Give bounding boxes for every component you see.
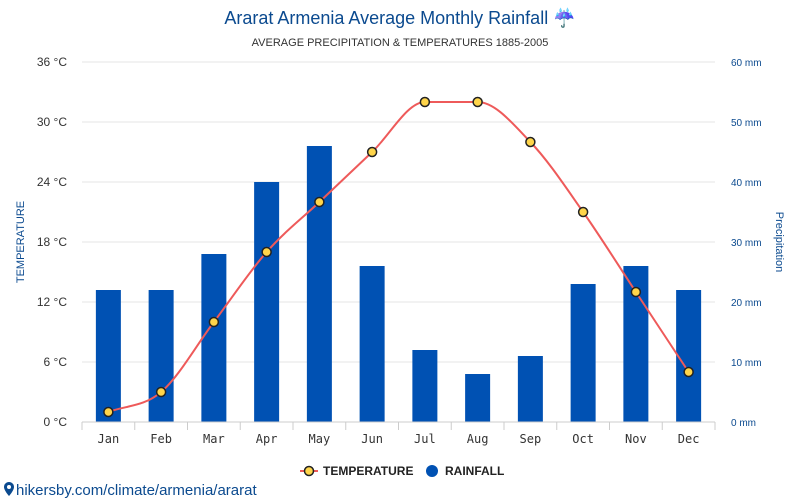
rainfall-bar — [359, 266, 385, 422]
source-link[interactable]: hikersby.com/climate/armenia/ararat — [4, 482, 257, 499]
temperature-point — [366, 146, 378, 158]
x-tick-label: Oct — [572, 432, 594, 446]
temperature-point — [261, 246, 272, 258]
chart-title: Ararat Armenia Average Monthly Rainfall … — [224, 7, 575, 28]
left-tick-label: 6 °C — [44, 355, 68, 369]
right-tick-label: 40 mm — [731, 178, 762, 189]
right-axis-ticks: 0 mm 10 mm 20 mm 30 mm 40 mm 50 mm 60 mm — [731, 58, 762, 429]
grid-lines — [82, 61, 715, 423]
rainfall-bar — [95, 290, 121, 422]
rainfall-bar — [201, 254, 227, 422]
x-tick-label: Mar — [203, 432, 225, 446]
x-tick-label: Jun — [361, 432, 383, 446]
legend-marker-temperature — [303, 465, 315, 477]
legend-label-rainfall: RAINFALL — [445, 464, 504, 478]
x-tick-label: Nov — [625, 432, 647, 446]
rainfall-bar — [676, 290, 702, 422]
temperature-point — [208, 316, 220, 328]
legend: TEMPERATURE RAINFALL — [300, 464, 504, 478]
temperature-point — [577, 206, 589, 218]
rainfall-bar — [148, 290, 174, 422]
umbrella-rain-icon: ☔ — [553, 7, 575, 28]
chart-title-text: Ararat Armenia Average Monthly Rainfall — [224, 8, 548, 28]
temperature-point — [419, 96, 431, 108]
legend-item-temperature[interactable]: TEMPERATURE — [300, 464, 413, 478]
x-tick-label: Sep — [520, 432, 542, 446]
right-axis-title: Precipitation — [773, 212, 785, 273]
temperature-point — [630, 286, 642, 298]
temperature-point — [314, 196, 325, 208]
temperature-line — [108, 101, 690, 413]
rainfall-bar — [412, 350, 438, 422]
right-tick-label: 10 mm — [731, 358, 762, 369]
left-tick-label: 12 °C — [37, 295, 67, 309]
temperature-point — [683, 366, 694, 378]
x-tick-label: Dec — [678, 432, 700, 446]
rainfall-bar — [517, 356, 543, 422]
chart-subtitle: AVERAGE PRECIPITATION & TEMPERATURES 188… — [252, 37, 549, 49]
temperature-point — [525, 136, 536, 148]
temperature-point — [472, 96, 483, 108]
rainfall-bar — [306, 146, 332, 422]
legend-marker-rainfall — [426, 465, 438, 477]
right-tick-label: 0 mm — [731, 418, 756, 429]
legend-label-temperature: TEMPERATURE — [323, 464, 413, 478]
left-tick-label: 36 °C — [37, 55, 67, 69]
left-axis-title: TEMPERATURE — [15, 201, 27, 283]
rainfall-bars — [95, 146, 702, 422]
left-tick-label: 0 °C — [44, 415, 68, 429]
left-tick-label: 24 °C — [37, 175, 67, 189]
left-tick-label: 18 °C — [37, 235, 67, 249]
right-tick-label: 60 mm — [731, 58, 762, 69]
source-text: hikersby.com/climate/armenia/ararat — [16, 482, 257, 499]
right-tick-label: 30 mm — [731, 238, 762, 249]
right-tick-label: 50 mm — [731, 118, 762, 129]
legend-item-rainfall[interactable]: RAINFALL — [426, 464, 504, 478]
left-axis-ticks: 0 °C 6 °C 12 °C 18 °C 24 °C 30 °C 36 °C — [37, 55, 67, 429]
map-pin-icon — [4, 482, 14, 496]
right-tick-label: 20 mm — [731, 298, 762, 309]
rainfall-bar — [570, 284, 596, 422]
left-tick-label: 30 °C — [37, 115, 67, 129]
temperature-points — [103, 96, 694, 418]
x-tick-label: Jul — [414, 432, 436, 446]
x-tick-label: Jan — [98, 432, 120, 446]
rainfall-bar — [254, 182, 280, 422]
rainfall-bar — [465, 374, 491, 422]
temperature-point — [103, 406, 114, 418]
x-tick-label: May — [309, 432, 331, 446]
x-tick-label: Aug — [467, 432, 489, 446]
x-tick-label: Apr — [256, 432, 278, 446]
x-axis: Jan Feb Mar Apr May Jun Jul Aug Sep Oct Nov Dec — [81, 421, 716, 446]
x-tick-label: Feb — [150, 432, 172, 446]
temperature-point — [155, 386, 167, 398]
